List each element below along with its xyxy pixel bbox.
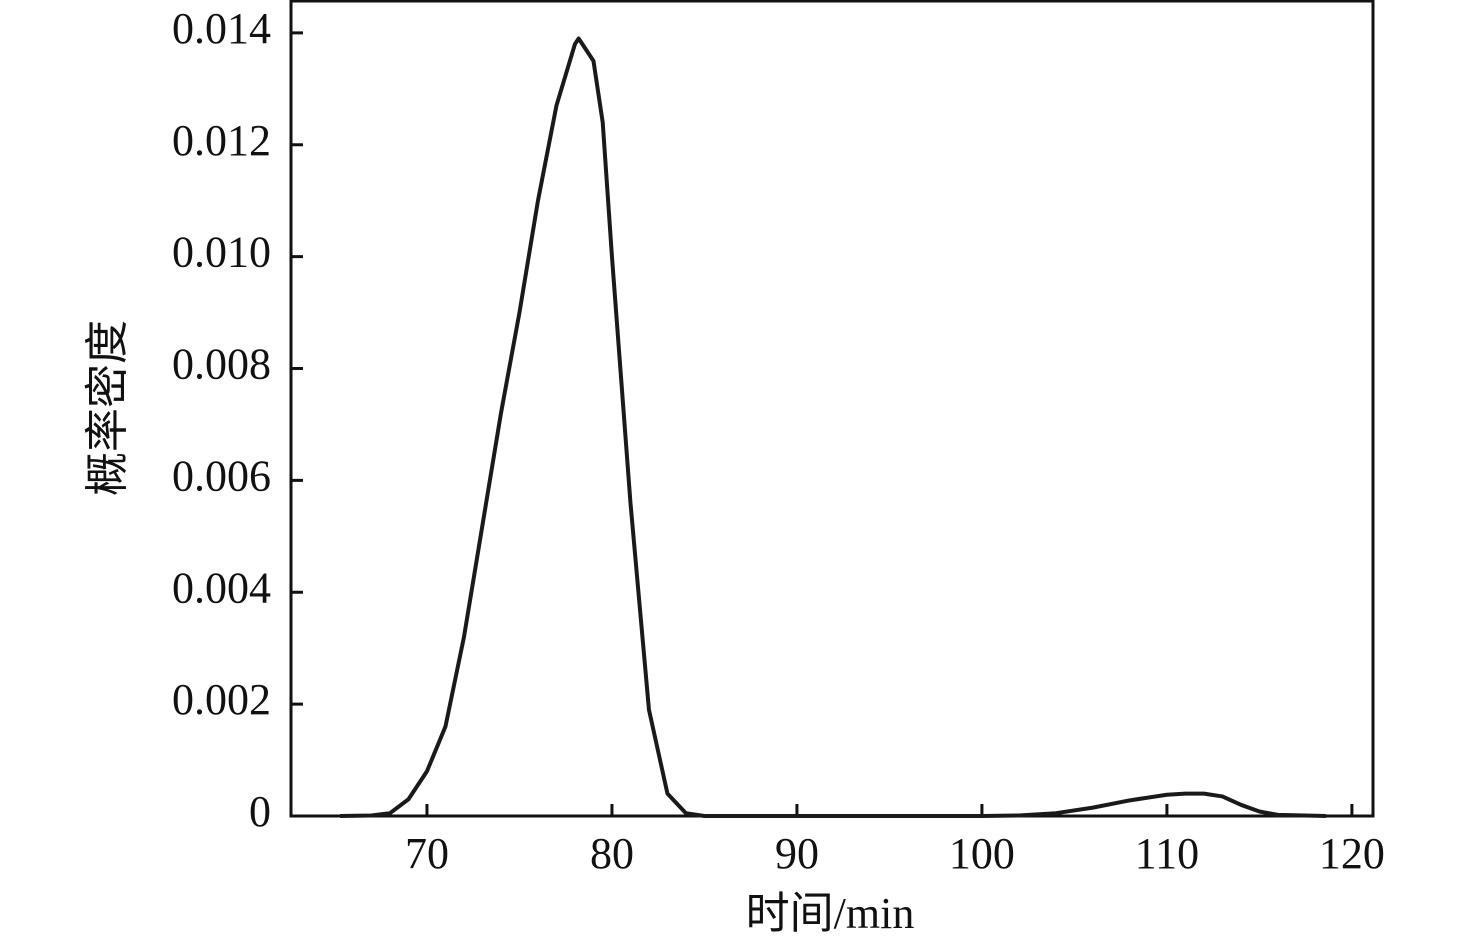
y-tick-label: 0.012 [172, 116, 271, 165]
x-tick-label: 120 [1319, 829, 1385, 878]
y-axis-label: 概率密度 [83, 320, 132, 496]
x-axis-label: 时间/min [746, 889, 915, 938]
density-line [339, 36, 1327, 818]
y-tick-label: 0.014 [172, 4, 271, 53]
y-tick-label: 0.008 [172, 340, 271, 389]
y-tick-label: 0 [249, 787, 271, 836]
x-tick-label: 80 [590, 829, 634, 878]
x-tick-label: 70 [405, 829, 449, 878]
x-tick-label: 110 [1135, 829, 1199, 878]
y-tick-label: 0.002 [172, 675, 271, 724]
x-tick-label: 90 [775, 829, 819, 878]
x-tick-label: 100 [949, 829, 1015, 878]
y-tick-label: 0.004 [172, 563, 271, 612]
y-tick-label: 0.010 [172, 228, 271, 277]
y-tick-label: 0.006 [172, 451, 271, 500]
